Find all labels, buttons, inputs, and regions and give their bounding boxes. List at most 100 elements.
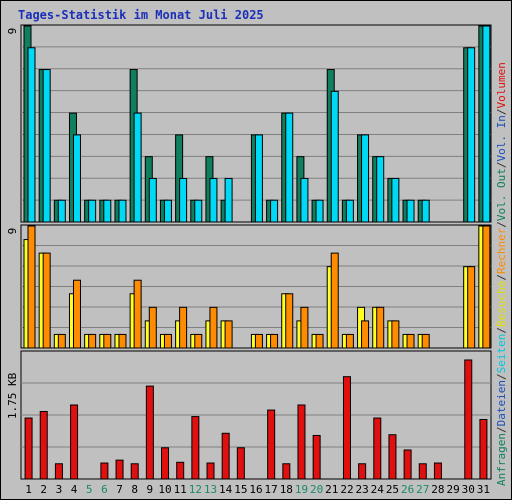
- bar-volumen-day-10: [161, 447, 170, 480]
- bar-rechner-day-25: [391, 320, 400, 349]
- x-tick-label: 17: [265, 483, 278, 496]
- bar-rechner-day-18: [285, 293, 294, 349]
- legend-entry: Volumen: [495, 62, 508, 108]
- bar-dateien-day-4: [72, 134, 81, 223]
- legend-entry: /: [495, 274, 508, 281]
- bar-rechner-day-7: [118, 333, 127, 349]
- x-tick-label: 1: [25, 483, 32, 496]
- bar-rechner-day-17: [270, 333, 279, 349]
- bar-volumen-day-6: [100, 462, 109, 480]
- legend-entry: Dateien: [495, 380, 508, 426]
- bar-volumen-day-11: [176, 461, 185, 480]
- right-legend-text: Anfragen/Dateien/Seiten/Besuche/Rechner/…: [495, 62, 508, 486]
- bar-rechner-day-16: [254, 333, 263, 349]
- right-legend: Anfragen/Dateien/Seiten/Besuche/Rechner/…: [495, 62, 508, 486]
- legend-entry: Vol. Out: [495, 168, 508, 221]
- y-max-label: 9: [6, 228, 19, 235]
- bar-rechner-day-3: [57, 333, 66, 349]
- x-tick-label: 29: [446, 483, 459, 496]
- bar-volumen-day-23: [358, 463, 367, 480]
- bar-dateien-day-26: [406, 199, 415, 223]
- bar-dateien-day-18: [285, 112, 294, 223]
- panel-top: 9: [6, 24, 492, 223]
- bar-dateien-day-10: [163, 199, 172, 223]
- bar-dateien-day-31: [482, 25, 491, 223]
- bar-volumen-day-1: [24, 417, 33, 480]
- x-tick-label: 9: [147, 483, 154, 496]
- bar-dateien-day-25: [391, 177, 400, 223]
- x-tick-label: 14: [219, 483, 233, 496]
- bar-volumen-day-31: [479, 418, 488, 480]
- panels: 9 9 1.75 KB: [6, 24, 492, 480]
- bar-dateien-day-23: [361, 134, 370, 223]
- legend-entry: /: [495, 426, 508, 433]
- bar-volumen-day-2: [39, 411, 48, 480]
- bar-dateien-day-14: [224, 177, 233, 223]
- legend-entry: /: [495, 327, 508, 334]
- x-tick-label: 21: [325, 483, 338, 496]
- x-tick-label: 10: [158, 483, 171, 496]
- x-axis-labels: 1 2 3 4 5 6 7 8 9 10 11 12 13 14 15 16 17 18 19 20 21 22 23 24 2…: [25, 483, 490, 496]
- bar-dateien-day-13: [209, 177, 218, 223]
- x-tick-label: 16: [249, 483, 262, 496]
- bar-volumen-day-24: [373, 417, 382, 480]
- legend-entry: Besuche: [495, 281, 508, 327]
- legend-entry: /: [495, 221, 508, 228]
- bar-volumen-day-8: [130, 463, 139, 480]
- bar-rechner-day-13: [209, 306, 218, 349]
- bar-dateien-day-8: [133, 112, 142, 223]
- x-tick-label: 30: [462, 483, 475, 496]
- bar-volumen-day-7: [115, 459, 124, 480]
- bar-rechner-day-20: [315, 333, 324, 349]
- bar-volumen-day-13: [206, 462, 215, 480]
- bar-dateien-day-24: [376, 156, 385, 223]
- bar-volumen-day-15: [236, 447, 245, 480]
- bar-rechner-day-21: [330, 252, 339, 349]
- bar-rechner-day-19: [300, 306, 309, 349]
- bar-rechner-day-12: [194, 333, 203, 349]
- x-tick-label: 15: [234, 483, 247, 496]
- bar-dateien-day-16: [254, 134, 263, 223]
- bar-volumen-day-22: [342, 376, 351, 480]
- x-tick-label: 25: [386, 483, 399, 496]
- bar-dateien-day-7: [118, 199, 127, 223]
- bar-dateien-day-1: [27, 47, 36, 223]
- bar-volumen-day-18: [282, 463, 291, 480]
- x-tick-label: 3: [56, 483, 63, 496]
- bar-dateien-day-19: [300, 177, 309, 223]
- bar-volumen-day-3: [54, 463, 63, 480]
- x-tick-label: 6: [101, 483, 108, 496]
- bar-rechner-day-6: [103, 333, 112, 349]
- bar-volumen-day-27: [418, 463, 427, 480]
- bar-volumen-day-4: [70, 404, 79, 480]
- bar-rechner-day-1: [27, 225, 36, 349]
- bar-dateien-day-17: [270, 199, 279, 223]
- bar-dateien-day-21: [330, 90, 339, 223]
- bar-volumen-day-17: [267, 409, 276, 480]
- x-tick-label: 4: [71, 483, 78, 496]
- x-tick-label: 27: [416, 483, 429, 496]
- legend-entry: Rechner: [495, 227, 508, 274]
- bar-dateien-day-27: [421, 199, 430, 223]
- bar-rechner-day-24: [376, 306, 385, 349]
- x-tick-label: 31: [477, 483, 490, 496]
- x-tick-label: 12: [189, 483, 202, 496]
- x-tick-label: 20: [310, 483, 323, 496]
- y-max-label: 9: [6, 28, 19, 35]
- bar-rechner-day-4: [72, 279, 81, 349]
- bar-volumen-day-30: [464, 359, 473, 480]
- bar-volumen-day-12: [191, 416, 200, 480]
- legend-entry: /: [495, 161, 508, 168]
- bar-rechner-day-14: [224, 320, 233, 349]
- bar-dateien-day-5: [88, 199, 97, 223]
- bar-rechner-day-23: [361, 320, 370, 349]
- legend-entry: /: [495, 373, 508, 380]
- bar-dateien-day-3: [57, 199, 66, 223]
- x-tick-label: 18: [280, 483, 293, 496]
- bar-volumen-day-20: [312, 434, 321, 480]
- bar-rechner-day-30: [467, 266, 476, 349]
- bar-volumen-day-28: [433, 462, 442, 480]
- bar-dateien-day-6: [103, 199, 112, 223]
- bar-volumen-day-14: [221, 432, 230, 480]
